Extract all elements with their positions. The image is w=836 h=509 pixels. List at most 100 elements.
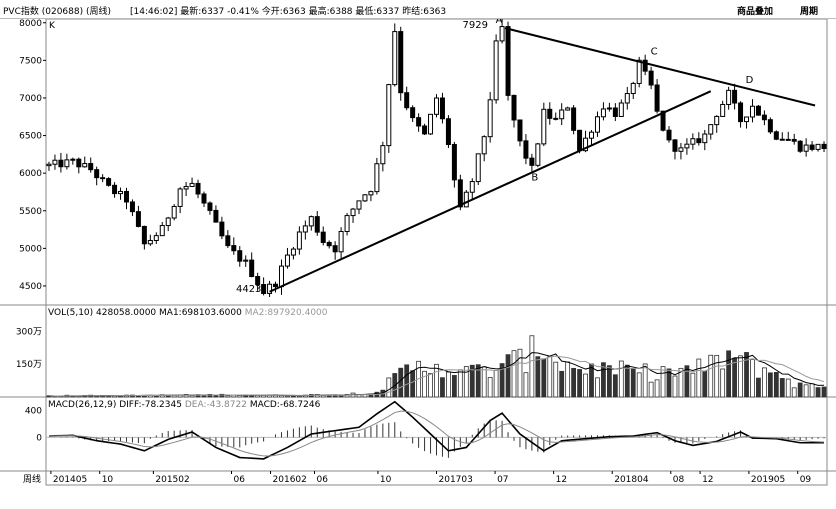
volume-bar (821, 386, 827, 398)
candle-body (517, 119, 523, 142)
candle-body (344, 215, 350, 233)
macd-dea-line (48, 410, 825, 457)
candle-body (332, 245, 338, 253)
volume-bar (720, 368, 726, 398)
volume-bar (213, 395, 219, 398)
annotation-7929: 7929 (463, 20, 488, 31)
annotation-B: B (531, 173, 538, 184)
volume-bar (559, 370, 565, 398)
trendline-resistance (504, 27, 816, 107)
candle-body (326, 241, 332, 247)
volume-bar (606, 365, 612, 398)
volume-bar (535, 356, 541, 398)
candle-body (129, 201, 135, 213)
candle-body (624, 93, 630, 104)
volume-bar (648, 381, 654, 398)
candle-body (147, 239, 153, 245)
macd-tick-label: 0 (36, 433, 42, 443)
candle-body (219, 221, 225, 237)
time-tick-label: 201502 (155, 475, 189, 485)
time-tick-label: 201602 (273, 475, 307, 485)
macd-header: MACD(26,12,9) DIFF:-78.2345 DEA:-43.8722… (48, 400, 321, 410)
candle-body (165, 217, 171, 227)
candle-body (350, 208, 356, 217)
candle-body (809, 144, 815, 150)
annotation-4423: 4423 (236, 284, 261, 295)
volume-bar (386, 377, 392, 398)
volume-bar (344, 394, 350, 398)
time-tick-label: 201804 (614, 475, 649, 485)
candle-body (702, 133, 708, 144)
time-tick-label: 201905 (751, 475, 785, 485)
candle-body (439, 97, 445, 120)
candle-body (273, 283, 279, 288)
price-tick-label: 5000 (19, 244, 42, 254)
candle-body (654, 84, 660, 112)
candle-body (106, 178, 112, 186)
volume-bar (225, 395, 231, 398)
candle-body (249, 259, 255, 278)
volume-bar (481, 366, 487, 398)
volume-bar (791, 387, 797, 398)
candle-body (88, 163, 94, 171)
volume-bar (517, 348, 523, 398)
candle-body (487, 99, 493, 138)
time-tick-label: 12 (556, 475, 567, 485)
price-panel-label: K (49, 21, 56, 31)
candle-body (123, 190, 129, 203)
volume-bar (666, 368, 672, 398)
candle-body (547, 108, 553, 119)
candle-body (195, 182, 201, 195)
volume-bar (672, 375, 678, 398)
candle-body (612, 107, 618, 117)
period-button[interactable]: 周期 (800, 7, 819, 17)
candle-body (744, 116, 750, 123)
volume-bar (714, 354, 720, 398)
price-tick-label: 5500 (19, 207, 42, 217)
top-quote-bar: PVC指数 (020688) (周线) [14:46:02] 最新:6337 -… (0, 0, 836, 19)
time-tick-label: 07 (497, 475, 508, 485)
volume-bar (660, 366, 666, 398)
candle-body (565, 107, 571, 111)
candle-body (684, 143, 690, 149)
candle-body (171, 205, 177, 219)
volume-bar (428, 372, 433, 398)
candle-body (779, 138, 785, 141)
candle-body (213, 209, 219, 223)
candle-body (428, 113, 434, 135)
volume-bar (511, 350, 517, 398)
candle-body (648, 70, 654, 86)
volume-bar (815, 387, 821, 398)
candle-body (463, 191, 469, 208)
candle-body (583, 137, 589, 152)
annotation-C: C (651, 46, 658, 57)
candle-body (374, 163, 380, 193)
candle-body (189, 182, 195, 188)
volume-bar (320, 395, 326, 398)
volume-bar (767, 372, 773, 398)
volume-bar (457, 369, 463, 398)
candle-body (445, 118, 451, 145)
candle-body (404, 92, 410, 109)
candle-body (571, 107, 577, 131)
futures-chart[interactable]: K 8000 7500 7000 6500 6000 5500 5000 4500 A 7929 B C… (0, 19, 836, 509)
volume-bar (183, 394, 189, 398)
candle-body (267, 283, 273, 294)
candle-body (368, 191, 374, 196)
candle-body (451, 143, 457, 181)
candle-body (797, 140, 803, 152)
time-tick-label: 09 (800, 475, 812, 485)
volume-bar (684, 365, 690, 398)
candle-body (64, 159, 70, 168)
volume-bar (565, 361, 571, 398)
volume-bar (738, 355, 743, 398)
volume-header: VOL(5,10) 428058.0000 MA1:698103.6000 MA… (48, 308, 328, 318)
time-tick-label: 10 (102, 475, 114, 485)
time-tick-label: 201703 (439, 475, 473, 485)
overlay-commodity-button[interactable]: 商品叠加 (737, 7, 774, 17)
candle-body (541, 108, 547, 145)
candle-body (493, 40, 499, 101)
time-tick-label: 08 (673, 475, 685, 485)
candle-body (356, 200, 362, 210)
candle-body (284, 254, 290, 267)
